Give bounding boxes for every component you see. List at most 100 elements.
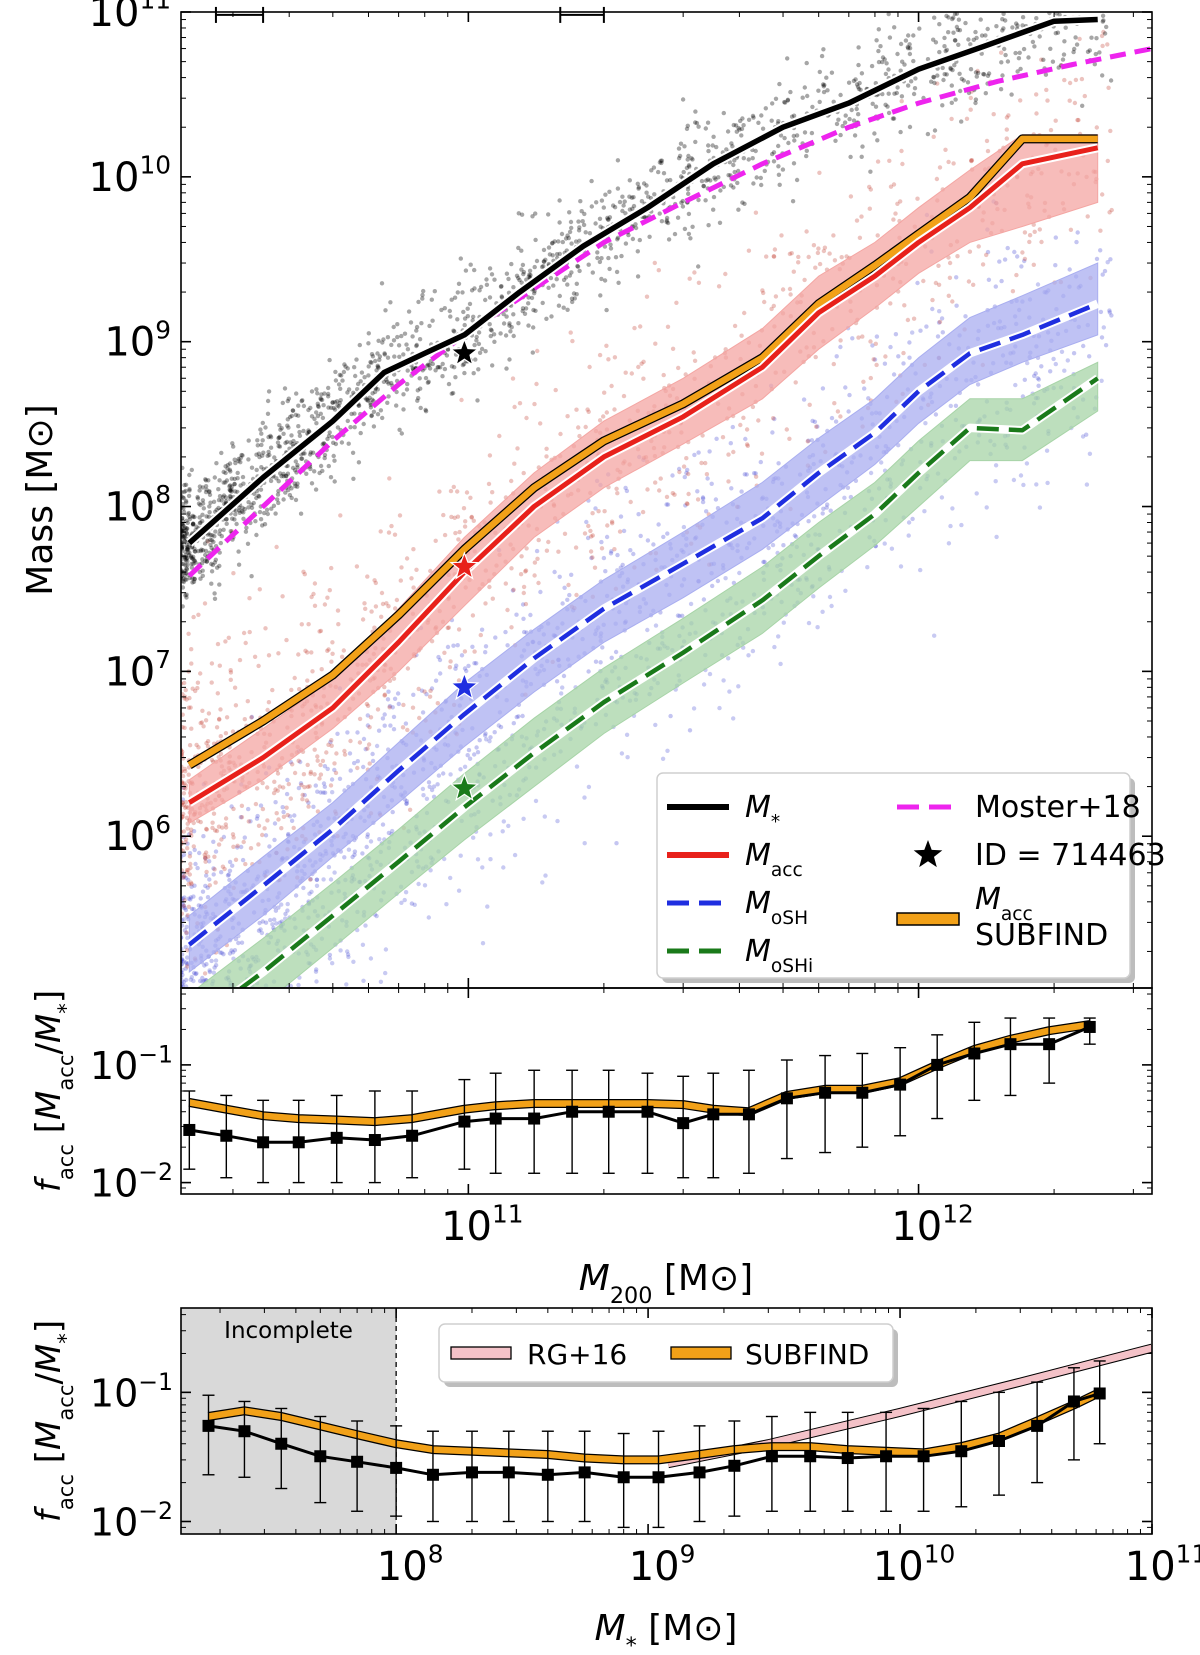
scatter-point <box>832 258 838 263</box>
scatter-point <box>193 560 198 565</box>
scatter-point <box>1094 256 1100 262</box>
scatter-point <box>569 225 574 231</box>
scatter-point <box>352 411 357 416</box>
scatter-point <box>440 374 445 379</box>
scatter-point <box>345 949 350 954</box>
scatter-point <box>433 538 438 543</box>
scatter-point <box>365 723 371 728</box>
scatter-point <box>191 554 196 560</box>
scatter-point <box>414 567 419 572</box>
scatter-point <box>666 237 672 242</box>
scatter-point <box>375 412 381 417</box>
scatter-point <box>882 541 887 546</box>
scatter-point <box>189 726 194 731</box>
scatter-point <box>619 253 624 259</box>
scatter-point <box>540 880 545 885</box>
scatter-point <box>1044 448 1050 453</box>
scatter-point <box>550 253 555 258</box>
scatter-point <box>871 357 876 362</box>
scatter-point <box>263 833 269 838</box>
scatter-point <box>181 579 186 585</box>
scatter-point <box>911 91 917 97</box>
scatter-point <box>213 557 218 562</box>
scatter-point <box>597 259 603 265</box>
scatter-point <box>953 97 958 102</box>
scatter-point <box>742 310 747 316</box>
median-marker <box>1043 1038 1056 1051</box>
scatter-point <box>455 317 460 322</box>
scatter-point <box>1080 434 1086 439</box>
scatter-point <box>831 233 836 238</box>
scatter-point <box>306 622 311 627</box>
scatter-point <box>952 12 958 17</box>
scatter-point <box>1033 371 1038 376</box>
scatter-point <box>509 625 514 630</box>
scatter-point <box>682 226 688 232</box>
scatter-point <box>935 334 941 339</box>
scatter-point <box>186 881 191 887</box>
scatter-point <box>526 295 531 300</box>
scatter-point <box>385 335 391 340</box>
scatter-point <box>207 489 212 494</box>
scatter-point <box>689 156 694 161</box>
scatter-point <box>744 472 749 477</box>
scatter-point <box>1075 117 1080 123</box>
scatter-point <box>401 407 406 412</box>
scatter-point <box>204 559 210 564</box>
scatter-point <box>1018 473 1024 478</box>
scatter-point <box>357 740 363 745</box>
scatter-point <box>258 927 263 932</box>
scatter-point <box>181 534 186 539</box>
scatter-point <box>191 561 196 566</box>
scatter-point <box>567 210 572 215</box>
scatter-point <box>623 485 628 491</box>
scatter-point <box>684 501 690 506</box>
scatter-point <box>1021 482 1026 488</box>
scatter-point <box>284 473 289 478</box>
scatter-point <box>429 787 435 793</box>
scatter-point <box>417 376 422 381</box>
scatter-point <box>670 473 675 478</box>
scatter-point <box>203 718 209 723</box>
scatter-point <box>968 95 973 101</box>
scatter-point <box>420 296 425 301</box>
scatter-point <box>704 509 709 514</box>
scatter-point <box>452 295 458 300</box>
scatter-point <box>1026 55 1031 60</box>
scatter-point <box>223 495 229 500</box>
scatter-point <box>181 585 186 590</box>
scatter-point <box>683 503 688 508</box>
scatter-point <box>204 514 209 519</box>
scatter-point <box>958 88 963 94</box>
scatter-point <box>609 383 614 389</box>
scatter-point <box>519 280 524 285</box>
median-marker <box>742 1108 755 1121</box>
scatter-point <box>595 255 600 261</box>
scatter-point <box>628 499 633 505</box>
scatter-point <box>701 184 707 189</box>
scatter-point <box>664 494 670 500</box>
scatter-point <box>357 342 362 348</box>
scatter-point <box>266 434 271 440</box>
scatter-point <box>185 550 191 555</box>
scatter-point <box>1002 257 1008 262</box>
scatter-point <box>906 533 911 538</box>
scatter-point <box>1074 42 1080 47</box>
scatter-point <box>742 472 747 477</box>
scatter-point <box>269 506 274 511</box>
scatter-point <box>183 556 188 562</box>
scatter-point <box>185 559 190 564</box>
scatter-point <box>356 403 361 408</box>
scatter-point <box>882 57 887 62</box>
scatter-point <box>860 334 865 339</box>
scatter-point <box>966 37 971 42</box>
scatter-point <box>428 688 433 693</box>
scatter-point <box>259 465 264 470</box>
scatter-point <box>1061 52 1067 57</box>
scatter-point <box>200 557 205 562</box>
scatter-point <box>611 203 616 208</box>
scatter-point <box>273 800 278 805</box>
scatter-point <box>557 198 562 203</box>
scatter-point <box>756 120 761 126</box>
scatter-point <box>1100 13 1106 18</box>
